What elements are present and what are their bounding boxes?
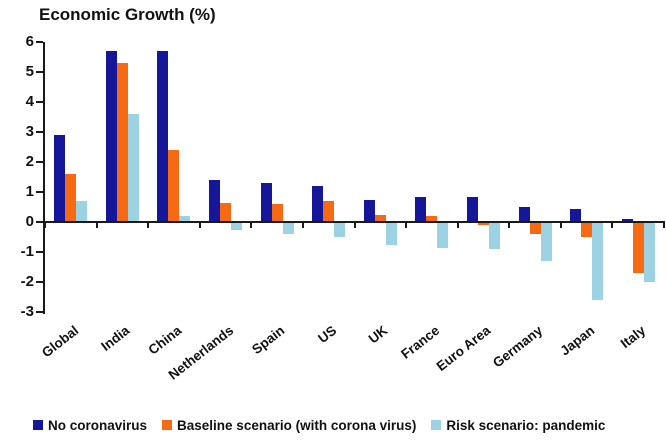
bar <box>323 201 335 222</box>
y-axis-label: 6 <box>25 33 34 50</box>
bar <box>220 202 232 222</box>
y-axis-label: -1 <box>20 243 34 260</box>
bar <box>570 208 582 222</box>
y-axis-label: -2 <box>20 273 34 290</box>
legend-label: Baseline scenario (with corona virus) <box>177 417 417 433</box>
bar <box>76 201 88 222</box>
y-axis-label: 1 <box>25 183 34 200</box>
x-tick <box>95 223 98 228</box>
bar <box>426 216 438 222</box>
bar <box>415 196 427 222</box>
legend: No coronavirus Baseline scenario (with co… <box>33 415 605 435</box>
bar <box>592 222 604 300</box>
bar <box>54 135 66 222</box>
bar <box>518 207 530 222</box>
chart-title: Economic Growth (%) <box>39 5 216 24</box>
y-axis-label: 0 <box>25 213 34 230</box>
x-tick <box>508 223 511 228</box>
x-tick <box>663 223 665 228</box>
bar <box>127 114 139 222</box>
x-tick <box>301 223 304 228</box>
x-tick <box>456 223 459 228</box>
bar <box>363 199 375 222</box>
legend-item: Risk scenario: pandemic <box>431 418 605 433</box>
y-axis-label: 4 <box>25 93 34 110</box>
bar <box>643 222 655 282</box>
x-tick <box>559 223 562 228</box>
y-tick <box>36 161 43 163</box>
y-tick <box>36 131 43 133</box>
x-tick <box>147 223 150 228</box>
bar <box>282 222 294 234</box>
bar <box>312 186 324 222</box>
y-tick <box>36 221 43 223</box>
x-tick <box>405 223 408 228</box>
legend-swatch-icon <box>33 420 43 430</box>
legend-item: No coronavirus <box>33 418 147 433</box>
bar <box>260 183 272 222</box>
y-tick <box>36 101 43 103</box>
bar <box>209 180 221 222</box>
bar <box>581 222 593 237</box>
bar <box>334 222 346 237</box>
bar <box>540 222 552 261</box>
y-axis-line <box>43 42 45 314</box>
bar <box>374 214 386 222</box>
bar <box>116 63 128 222</box>
bar <box>105 51 117 222</box>
x-tick <box>44 223 46 228</box>
x-tick <box>198 223 201 228</box>
bar <box>157 51 169 222</box>
legend-item: Baseline scenario (with corona virus) <box>162 418 416 433</box>
legend-swatch-icon <box>162 420 173 430</box>
bar <box>477 222 489 225</box>
legend-label: No coronavirus <box>48 417 148 433</box>
y-tick <box>36 71 43 73</box>
y-tick <box>36 191 43 193</box>
bar <box>65 174 77 222</box>
bar <box>621 219 633 222</box>
y-axis-label: 3 <box>25 123 34 140</box>
bar <box>179 216 191 222</box>
bar <box>437 222 449 248</box>
bar <box>529 222 541 234</box>
y-axis-label: 5 <box>25 63 34 80</box>
y-tick <box>36 311 43 313</box>
y-tick <box>36 41 43 43</box>
bar <box>168 150 180 222</box>
x-tick <box>250 223 253 228</box>
bar <box>632 222 644 273</box>
y-tick <box>36 251 43 253</box>
bar <box>385 222 397 245</box>
x-axis-line <box>43 221 665 223</box>
legend-label: Risk scenario: pandemic <box>446 417 606 433</box>
x-tick <box>611 223 614 228</box>
bar <box>231 222 243 230</box>
y-axis-label: 2 <box>25 153 34 170</box>
x-tick <box>353 223 356 228</box>
bar <box>488 222 500 249</box>
y-axis-label: -3 <box>20 303 34 320</box>
bar <box>271 204 283 222</box>
bar <box>466 196 478 222</box>
legend-swatch-icon <box>431 420 442 430</box>
y-tick <box>36 281 43 283</box>
